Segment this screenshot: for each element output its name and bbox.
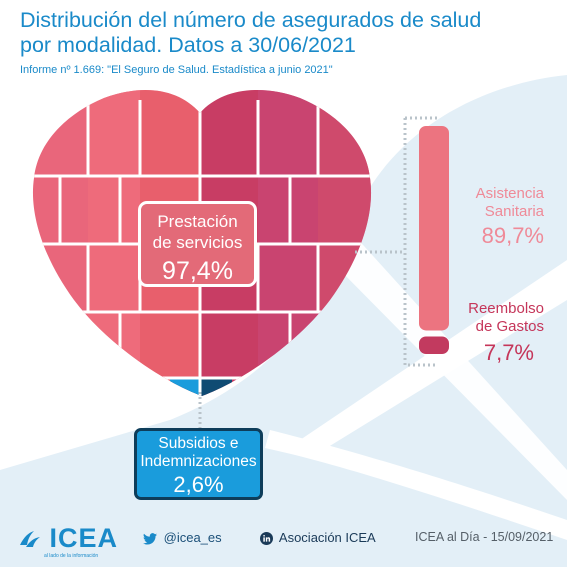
linkedin-link[interactable]: Asociación ICEA	[260, 530, 376, 546]
twitter-handle: @icea_es	[163, 530, 222, 545]
prestacion-label-line2: de servicios	[152, 233, 243, 252]
subsidios-value: 2,6%	[173, 472, 224, 497]
subsidios-label-line1: Subsidios e	[158, 435, 239, 452]
prestacion-label-line1: Prestación	[157, 212, 238, 231]
prestacion-box: Prestación de servicios 97,4%	[138, 201, 257, 287]
asistencia-label: Asistencia Sanitaria	[440, 185, 544, 221]
connector-lines	[198, 116, 440, 428]
subsidios-box: Subsidios e Indemnizaciones 2,6%	[134, 428, 263, 500]
icea-logo[interactable]: ICEA al lado de la información	[18, 523, 118, 559]
asistencia-bar	[419, 126, 449, 331]
subsidios-label-line2: Indemnizaciones	[140, 453, 257, 470]
reembolso-label-line2: de Gastos	[475, 318, 544, 335]
asistencia-value: 89,7%	[481, 223, 544, 248]
asistencia-label-line2: Sanitaria	[484, 203, 544, 220]
twitter-link[interactable]: @icea_es	[143, 530, 222, 545]
chart-title: Distribución del número de asegurados de…	[20, 8, 550, 58]
chart-title-line1: Distribución del número de asegurados de…	[20, 8, 482, 32]
prestacion-value: 97,4%	[162, 257, 233, 285]
logo-tagline: al lado de la información	[44, 553, 99, 559]
chart-title-line2: por modalidad. Datos a 30/06/2021	[20, 33, 356, 57]
reembolso-label-line1: Reembolso	[468, 300, 544, 317]
chart-subtitle: Informe nº 1.669: "El Seguro de Salud. E…	[20, 64, 333, 76]
asistencia-label-line1: Asistencia	[475, 185, 544, 202]
reembolso-bar	[419, 336, 449, 354]
breakdown-bars	[419, 126, 449, 354]
linkedin-name: Asociación ICEA	[278, 530, 376, 545]
logo-text: ICEA	[49, 523, 118, 553]
linkedin-in-icon	[260, 532, 273, 546]
reembolso-value: 7,7%	[483, 340, 534, 365]
icea-wave-icon	[20, 530, 40, 547]
footer-date: ICEA al Día - 15/09/2021	[415, 530, 554, 544]
twitter-bird-icon	[143, 532, 157, 545]
reembolso-label: Reembolso de Gastos	[430, 300, 544, 336]
